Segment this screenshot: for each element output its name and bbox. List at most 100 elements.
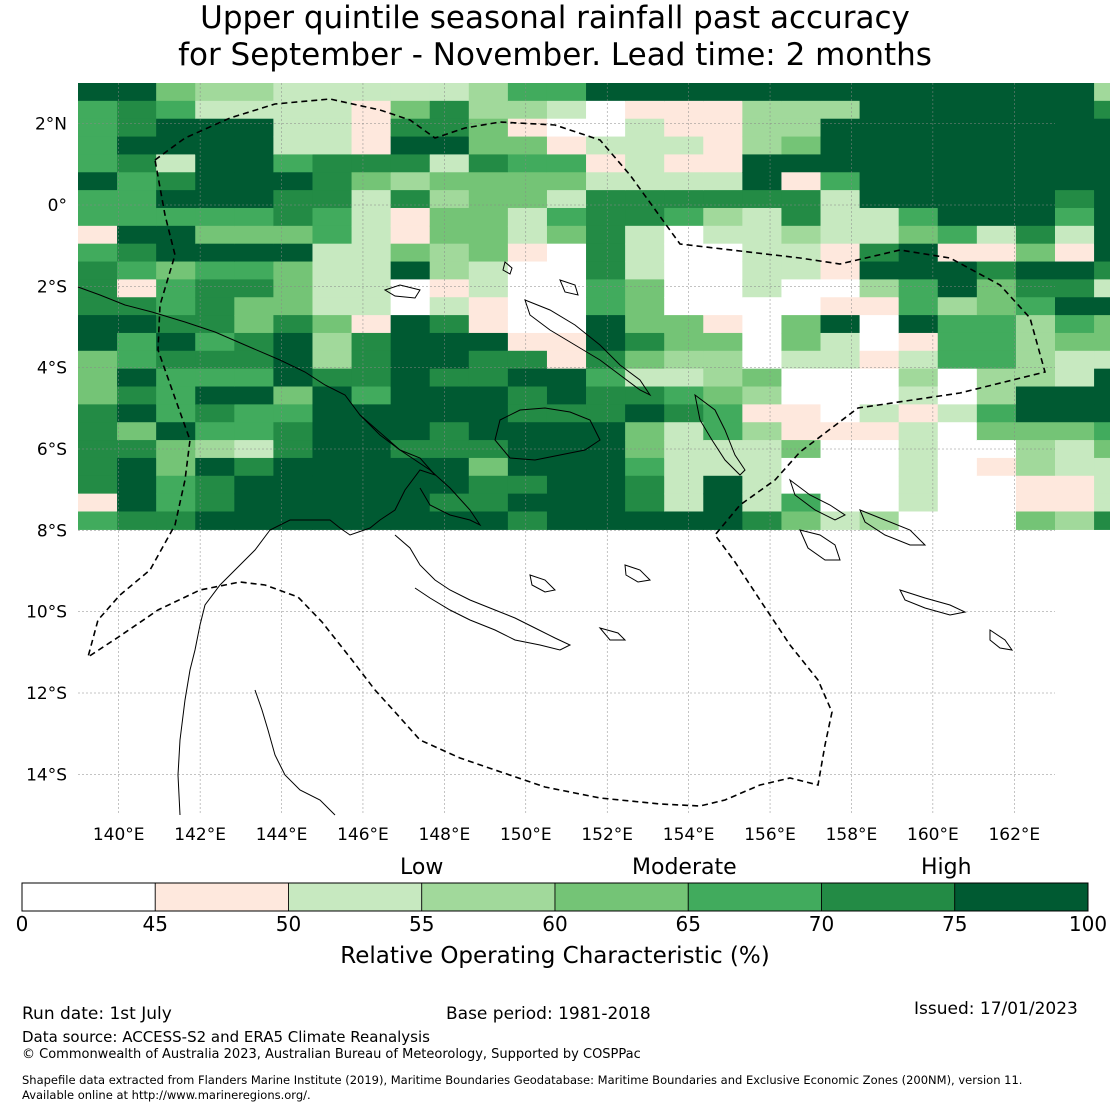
grid-cell (234, 279, 274, 298)
grid-cell (703, 136, 743, 156)
grid-cell (273, 422, 314, 441)
grid-cell (937, 243, 978, 263)
grid-cell (703, 350, 743, 370)
grid-cell (742, 190, 783, 209)
grid-cell (898, 118, 939, 138)
grid-cell (703, 225, 743, 245)
grid-cell (586, 190, 626, 209)
grid-cell (117, 243, 157, 263)
grid-cell (898, 190, 939, 209)
grid-cell (781, 83, 822, 102)
grid-cell (937, 172, 978, 191)
grid-cell (664, 297, 704, 316)
grid-cell (664, 225, 704, 245)
grid-cell (703, 440, 743, 459)
grid-cell (976, 332, 1017, 352)
grid-cell (195, 261, 235, 280)
grid-cell (390, 243, 431, 263)
grid-cell (117, 190, 157, 209)
grid-cell (78, 279, 118, 298)
grid-cell (273, 368, 314, 388)
grid-cell (468, 457, 509, 477)
grid-cell (156, 493, 196, 513)
grid-cell (742, 332, 783, 352)
grid-cell (1055, 225, 1095, 245)
grid-cell (937, 190, 978, 209)
grid-cell (1015, 350, 1056, 370)
grid-cell (234, 475, 274, 495)
grid-cell (703, 243, 743, 263)
grid-cell (820, 279, 861, 298)
grid-cell (937, 475, 978, 495)
grid-cell (156, 404, 196, 423)
grid-cell (859, 100, 900, 120)
colorbar-tick-label: 45 (142, 912, 168, 936)
grid-cell (507, 332, 548, 352)
grid-cell (586, 350, 626, 370)
grid-cell (429, 440, 470, 459)
grid-cell (195, 154, 235, 173)
grid-cell (703, 118, 743, 138)
colorbar-segment (288, 882, 423, 912)
grid-cell (429, 261, 470, 280)
grid-cell (273, 457, 314, 477)
grid-cell (937, 225, 978, 245)
grid-cell (351, 279, 392, 298)
grid-cell (898, 136, 939, 156)
grid-cell (976, 190, 1017, 209)
grid-cell (117, 83, 157, 102)
lon-tick-label: 160°E (907, 825, 959, 845)
grid-cell (195, 493, 235, 513)
grid-cell (820, 404, 861, 423)
grid-cell (976, 261, 1017, 280)
grid-cell (703, 368, 743, 388)
grid-cell (976, 422, 1017, 441)
chart-title-line2: for September - November. Lead time: 2 m… (178, 37, 932, 73)
issued-date: Issued: 17/01/2023 (914, 999, 1078, 1019)
grid-cell (1094, 368, 1110, 388)
grid-cell (156, 83, 196, 102)
grid-cell (664, 404, 704, 423)
grid-cell (859, 243, 900, 263)
grid-cell (937, 511, 978, 530)
grid-cell (234, 386, 274, 405)
grid-cell (351, 368, 392, 388)
grid-cell (1015, 386, 1056, 405)
grid-cell (156, 243, 196, 263)
grid-cell (976, 297, 1017, 316)
grid-cell (312, 207, 353, 227)
grid-cell (664, 100, 704, 120)
grid-cell (898, 207, 939, 227)
grid-cell (937, 493, 978, 513)
grid-cell (1094, 279, 1110, 298)
grid-cell (742, 207, 783, 227)
grid-cell (234, 154, 274, 173)
lat-tick-label: 8°S (37, 521, 67, 541)
colorbar-segment (21, 882, 156, 912)
grid-cell (1015, 172, 1056, 191)
grid-cell (742, 279, 783, 298)
grid-cell (156, 475, 196, 495)
grid-cell (390, 422, 431, 441)
grid-cell (195, 457, 235, 477)
grid-cell (586, 207, 626, 227)
grid-cell (781, 457, 822, 477)
data-source: Data source: ACCESS-S2 and ERA5 Climate … (22, 1028, 430, 1046)
grid-cell (429, 386, 470, 405)
grid-cell (859, 261, 900, 280)
grid-cell (234, 440, 274, 459)
grid-cell (781, 493, 822, 513)
grid-cell (351, 83, 392, 102)
grid-cell (468, 243, 509, 263)
grid-cell (1094, 225, 1110, 245)
grid-cell (1055, 243, 1095, 263)
grid-cell (507, 350, 548, 370)
grid-cell (781, 440, 822, 459)
grid-cell (664, 190, 704, 209)
grid-cell (273, 493, 314, 513)
grid-cell (546, 225, 587, 245)
grid-cell (820, 457, 861, 477)
grid-cell (976, 154, 1017, 173)
grid-cell (1015, 154, 1056, 173)
grid-cell (468, 368, 509, 388)
